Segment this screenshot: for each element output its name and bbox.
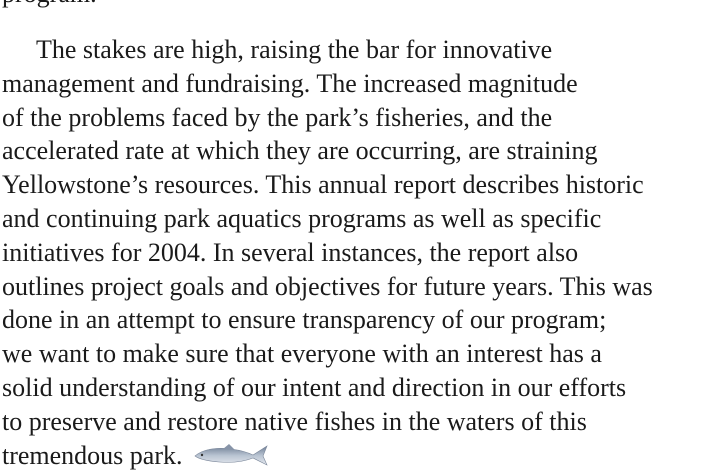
text-line: to preserve and restore native fishes in… — [2, 406, 587, 436]
text-line: of the problems faced by the park’s fish… — [2, 102, 553, 132]
text-line: Yellowstone’s resources. This annual rep… — [2, 170, 644, 200]
text-line: initiatives for 2004. In several instanc… — [2, 237, 579, 267]
text-line: tremendous park. — [2, 440, 183, 470]
text-line: accelerated rate at which they are occur… — [2, 136, 598, 166]
text-line: and continuing park aquatics programs as… — [2, 204, 602, 233]
text-line: The stakes are high, raising the bar for… — [36, 35, 553, 64]
text-line: management and fundraising. The increase… — [2, 68, 578, 98]
text-line: solid understanding of our intent and di… — [2, 373, 627, 402]
text-line: outlines project goals and objectives fo… — [2, 271, 653, 301]
text-line: we want to make sure that everyone with … — [2, 339, 602, 369]
previous-line: program. — [2, 0, 97, 11]
fish-icon — [194, 443, 268, 466]
text-line: done in an attempt to ensure transparenc… — [2, 305, 607, 335]
